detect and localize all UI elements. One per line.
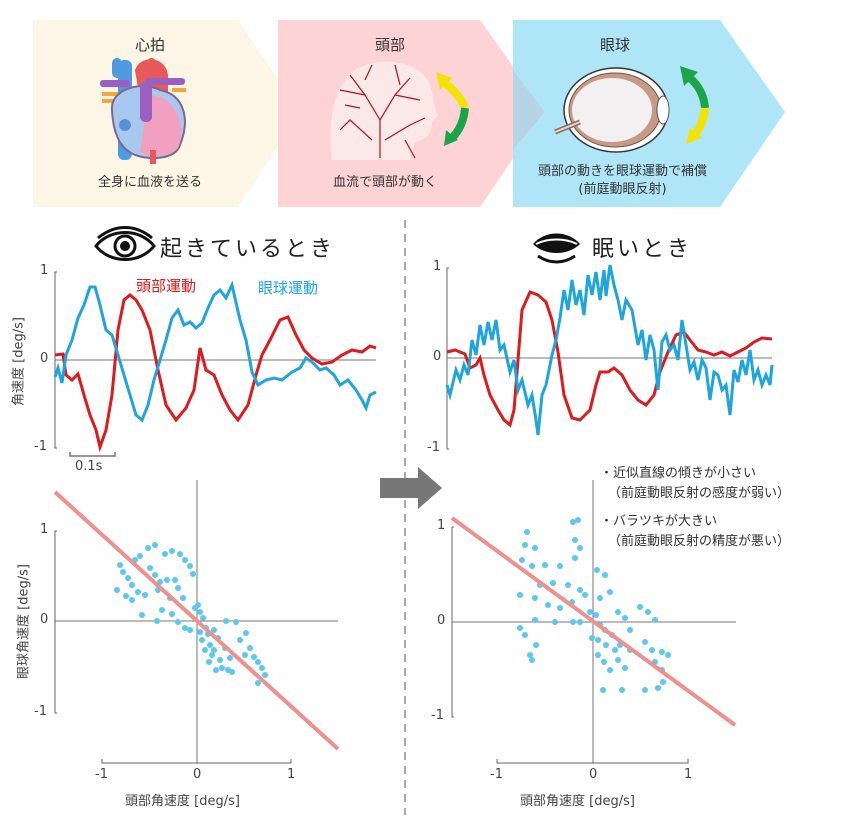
ts-right-ytick-neg1: -1 xyxy=(427,440,440,455)
sc-right-ytick-1: 1 xyxy=(437,518,446,533)
sc-left-xtick-0: 0 xyxy=(193,767,202,782)
eye-rotation-arrow-icon xyxy=(680,66,709,144)
sc-left-ytick-1: 1 xyxy=(40,522,49,537)
timeseries-awake-plot xyxy=(53,271,377,457)
heart-illustration xyxy=(100,58,186,164)
open-eye-icon xyxy=(94,226,156,261)
stage-head-title: 頭部 xyxy=(374,36,405,54)
sc-left-xtick-1: 1 xyxy=(287,767,296,782)
ts-left-ytick-0: 0 xyxy=(40,351,49,366)
ts-ylabel: 角速度 [deg/s] xyxy=(11,317,27,406)
eyeball-illustration xyxy=(554,67,670,153)
awake-title: 起きているとき xyxy=(160,237,336,262)
stage-eye-title: 眼球 xyxy=(599,36,630,54)
scatter-sleepy-plot xyxy=(450,480,737,764)
scatter-awake-plot xyxy=(53,480,340,764)
ts-right-ytick-0: 0 xyxy=(433,349,442,364)
scalebar-label: 0.1s xyxy=(75,459,103,474)
stage-head-caption: 血流で頭部が動く xyxy=(332,175,437,190)
sc-right-xtick-neg1: -1 xyxy=(490,767,503,782)
head-blood-vessels-illustration xyxy=(330,61,438,160)
head-motion-series xyxy=(54,293,377,453)
sc-right-xlabel: 頭部角速度 [deg/s] xyxy=(520,794,635,809)
sc-left-ytick-0: 0 xyxy=(40,612,49,627)
ts-right-ytick-1: 1 xyxy=(433,259,442,274)
sc-left-xtick-neg1: -1 xyxy=(95,767,108,782)
timeseries-sleepy-plot xyxy=(445,264,774,450)
legend-head-motion: 頭部運動 xyxy=(136,277,197,295)
sleepy-title: 眠いとき xyxy=(592,237,693,262)
note-variance-detail: （前庭動眼反射の精度が悪い） xyxy=(608,534,791,549)
ts-left-ytick-1: 1 xyxy=(40,263,49,278)
note-variance: ・バラツキが大きい xyxy=(600,514,718,529)
fit-line xyxy=(53,490,340,751)
scalebar xyxy=(69,452,116,457)
eye-motion-series xyxy=(53,280,377,423)
ts-left-ytick-neg1: -1 xyxy=(34,439,47,454)
transition-arrow-icon xyxy=(380,467,442,509)
sc-left-xlabel: 頭部角速度 [deg/s] xyxy=(125,794,240,809)
head-rotation-arrow-icon xyxy=(436,72,469,146)
sc-right-xtick-0: 0 xyxy=(589,767,598,782)
stage-eye-caption: 頭部の動きを眼球運動で補償 xyxy=(537,164,707,179)
stage-heart-title: 心拍 xyxy=(134,36,165,54)
stage-heart-caption: 全身に血液を送る xyxy=(97,175,202,190)
sc-right-ytick-0: 0 xyxy=(437,613,446,628)
sc-right-ytick-neg1: -1 xyxy=(431,708,444,723)
note-slope-detail: （前庭動眼反射の感度が弱い） xyxy=(608,486,791,501)
sc-left-ytick-neg1: -1 xyxy=(34,704,47,719)
legend-eye-motion: 眼球運動 xyxy=(258,279,319,297)
stage-eye-caption-sub: (前庭動眼反射) xyxy=(578,182,667,197)
drowsy-eye-icon xyxy=(533,233,580,264)
sc-left-ylabel: 眼球角速度 [deg/s] xyxy=(16,564,32,679)
sc-right-xtick-1: 1 xyxy=(684,767,693,782)
fit-line xyxy=(450,516,737,727)
note-slope: ・近似直線の傾きが小さい xyxy=(600,466,757,481)
